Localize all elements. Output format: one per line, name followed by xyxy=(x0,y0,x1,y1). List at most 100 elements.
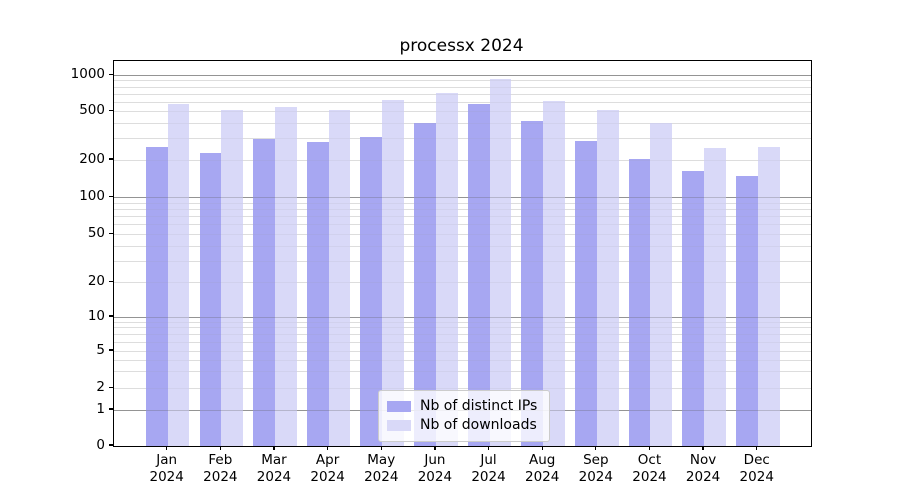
gridline xyxy=(114,209,811,211)
gridline-overlay xyxy=(114,245,811,247)
gridline-overlay xyxy=(114,316,811,318)
bar-downloads-jul xyxy=(489,79,512,446)
bar-downloads-oct xyxy=(650,122,673,446)
gridline-overlay xyxy=(114,86,811,88)
gridline-overlay xyxy=(114,93,811,95)
grid-layer xyxy=(114,61,811,446)
y-tick-label: 50 xyxy=(87,225,105,241)
gridline xyxy=(114,93,811,95)
bar-layer xyxy=(114,61,811,446)
gridline-overlay xyxy=(114,321,811,323)
bar-distinct-ips-feb xyxy=(199,152,222,446)
x-tick-mark xyxy=(219,446,221,451)
gridline-overlay xyxy=(114,387,811,389)
gridline-overlay xyxy=(114,327,811,329)
x-tick-label: Dec 2024 xyxy=(739,452,774,485)
gridline xyxy=(114,202,811,204)
x-tick-mark xyxy=(273,446,275,451)
bar-downloads-nov xyxy=(704,148,726,446)
y-tick-label: 1 xyxy=(96,400,105,417)
y-tick-mark xyxy=(109,196,113,198)
gridline-overlay xyxy=(114,341,811,343)
bar-distinct-ips-may xyxy=(360,136,383,446)
y-tick-label: 10 xyxy=(87,307,105,324)
x-tick-mark xyxy=(434,446,436,451)
y-tick-mark xyxy=(109,232,113,235)
gridline xyxy=(114,197,811,199)
gridline xyxy=(114,216,811,218)
x-tick-mark xyxy=(487,446,490,451)
gridline-overlay xyxy=(114,74,811,76)
y-tick-mark xyxy=(109,349,113,351)
plot-area xyxy=(113,60,812,447)
gridline-overlay xyxy=(114,371,811,373)
gridline-overlay xyxy=(114,80,811,82)
y-tick-mark xyxy=(109,281,113,283)
legend-label-downloads: Nb of downloads xyxy=(420,417,537,433)
bar-distinct-ips-jun xyxy=(414,122,436,446)
x-tick-label: Feb 2024 xyxy=(203,452,238,485)
gridline-overlay xyxy=(114,350,811,352)
x-tick-mark xyxy=(326,446,329,451)
legend-swatch-downloads-icon xyxy=(387,420,411,431)
y-tick-mark xyxy=(109,73,113,75)
bar-downloads-apr xyxy=(328,109,351,446)
gridline-overlay xyxy=(114,122,811,124)
legend-item-downloads: Nb of downloads xyxy=(387,416,537,435)
x-tick-label: Jun 2024 xyxy=(417,452,453,485)
x-tick-mark xyxy=(166,446,168,451)
gridline xyxy=(114,359,811,361)
y-tick-label: 200 xyxy=(79,150,105,167)
y-tick-label: 500 xyxy=(79,102,105,119)
x-tick-label: Sep 2024 xyxy=(578,452,613,485)
bar-distinct-ips-dec xyxy=(735,175,758,446)
gridline-overlay xyxy=(114,282,811,284)
y-tick-label: 20 xyxy=(87,273,105,290)
x-tick-label: May 2024 xyxy=(364,452,399,485)
gridline-overlay xyxy=(114,159,811,161)
bar-distinct-ips-sep xyxy=(575,141,597,446)
bar-distinct-ips-jan xyxy=(145,146,168,446)
y-tick-mark xyxy=(109,110,113,112)
gridline xyxy=(114,111,811,113)
gridline xyxy=(114,74,811,76)
x-tick-label: Nov 2024 xyxy=(685,452,721,485)
gridline xyxy=(114,80,811,82)
gridline xyxy=(114,371,811,373)
y-tick-mark xyxy=(109,315,113,317)
gridline xyxy=(114,316,811,318)
grid-overlay xyxy=(114,61,811,446)
gridline-overlay xyxy=(114,138,811,140)
bar-downloads-mar xyxy=(274,107,297,446)
gridline xyxy=(114,234,811,235)
gridline-overlay xyxy=(114,111,811,113)
gridline-overlay xyxy=(114,202,811,204)
gridline-overlay xyxy=(114,359,811,361)
gridline xyxy=(114,245,811,247)
gridline xyxy=(114,122,811,124)
bar-downloads-sep xyxy=(596,109,619,446)
legend-swatch-distinct-ips-icon xyxy=(387,401,411,412)
gridline-overlay xyxy=(114,333,811,335)
gridline-overlay xyxy=(114,224,811,226)
gridline xyxy=(114,86,811,88)
bar-downloads-aug xyxy=(543,101,565,446)
bar-downloads-jun xyxy=(435,92,458,446)
x-tick-mark xyxy=(595,446,597,451)
x-tick-mark xyxy=(380,446,382,451)
gridline xyxy=(114,159,811,161)
gridline-overlay xyxy=(114,260,811,262)
bar-distinct-ips-mar xyxy=(253,138,275,446)
gridline xyxy=(114,387,811,389)
x-tick-label: Oct 2024 xyxy=(632,452,667,485)
x-tick-label: Jan 2024 xyxy=(149,452,184,485)
legend-label-distinct-ips: Nb of distinct IPs xyxy=(420,398,538,414)
gridline xyxy=(114,138,811,140)
gridline xyxy=(114,341,811,343)
x-tick-label: Aug 2024 xyxy=(524,452,560,485)
bar-distinct-ips-aug xyxy=(521,120,544,446)
bar-downloads-dec xyxy=(757,147,780,446)
gridline xyxy=(114,224,811,226)
x-tick-label: Mar 2024 xyxy=(256,452,292,485)
y-tick-label: 100 xyxy=(79,188,105,205)
